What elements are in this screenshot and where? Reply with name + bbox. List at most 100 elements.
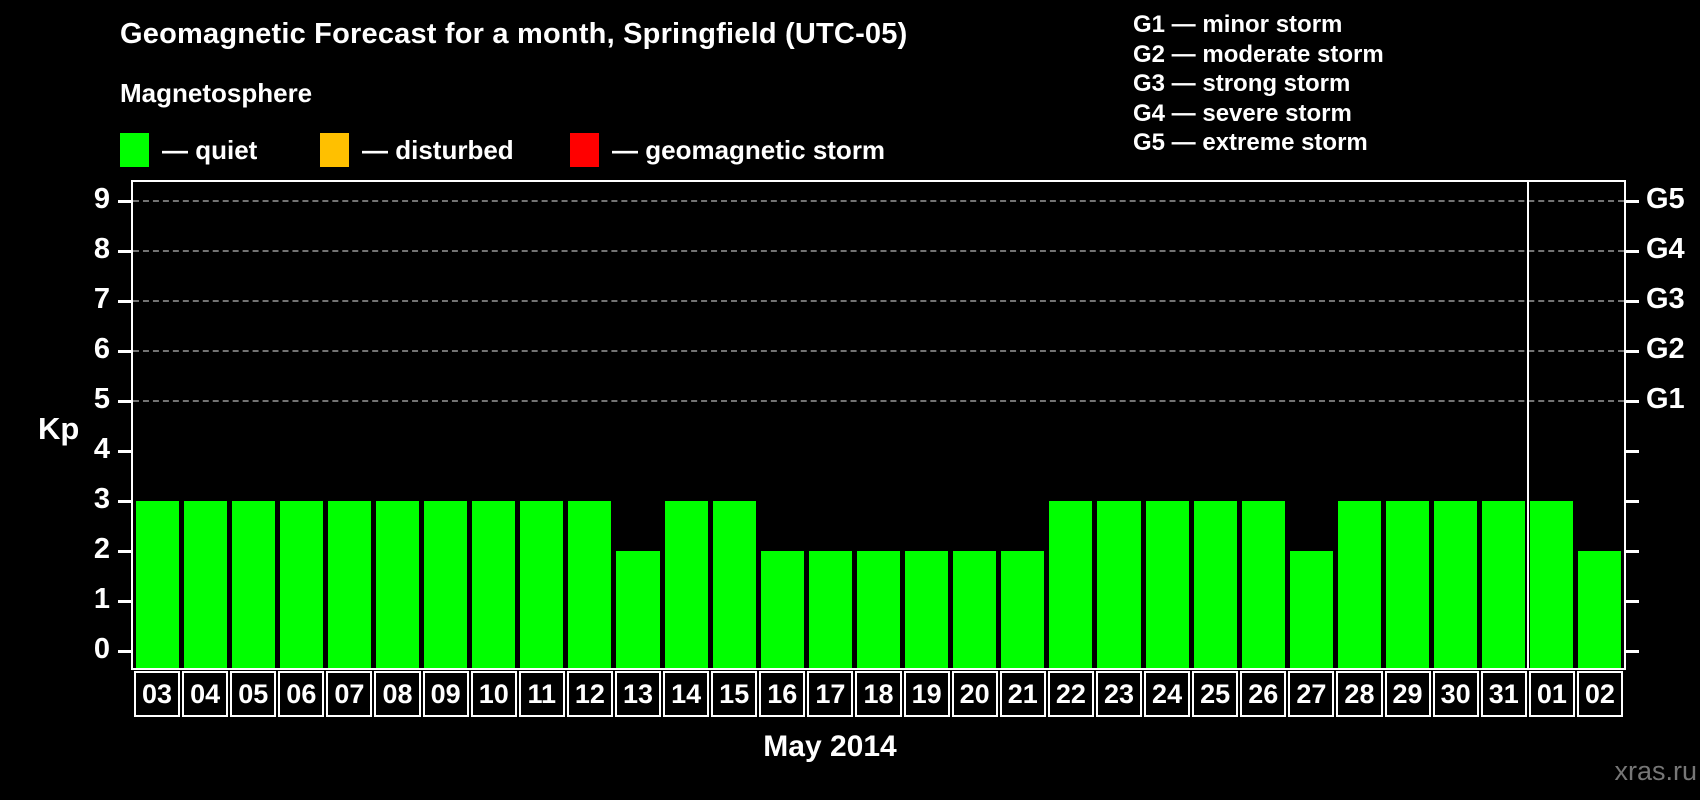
bar-day-13 [616,551,660,668]
g-axis-label-G5: G5 [1646,183,1685,215]
day-label-04: 04 [182,671,229,717]
day-label-11: 11 [518,671,565,717]
bar-day-17 [808,551,852,668]
bar-day-31 [1482,501,1526,668]
day-label-21: 21 [999,671,1046,717]
g-axis-label-G4: G4 [1646,233,1685,265]
bar-day-29 [1386,501,1430,668]
bar-day-12 [568,501,612,668]
y-tick-right-9 [1626,199,1639,203]
g-legend-item-2: G2 — moderate storm [1133,40,1384,68]
bar-day-28 [1337,501,1381,668]
day-label-19: 19 [903,671,950,717]
y-tick-left-2 [118,549,131,553]
bar-day-07 [327,501,371,668]
y-tick-label-4: 4 [93,433,110,465]
day-label-01: 01 [1528,671,1575,717]
day-label-13: 13 [614,671,662,717]
day-label-22: 22 [1047,671,1094,717]
day-label-16: 16 [759,671,806,717]
bar-day-19 [905,551,949,668]
bar-day-21 [1001,551,1045,668]
g-legend-item-5: G5 — extreme storm [1133,129,1368,156]
bar-day-14 [664,501,708,668]
day-label-09: 09 [422,671,469,717]
gridline-kp5 [133,400,1624,402]
bar-day-16 [760,551,804,668]
day-label-07: 07 [326,671,373,717]
gridline-kp9 [133,200,1624,202]
y-tick-left-1 [118,599,131,603]
storm-color-swatch-icon [570,133,599,167]
page-title: Geomagnetic Forecast for a month, Spring… [120,18,908,50]
g-legend-item-3: G3 — strong storm [1133,70,1351,97]
y-tick-right-0 [1626,649,1639,653]
y-tick-left-7 [118,299,131,303]
y-tick-left-3 [118,499,131,503]
day-label-14: 14 [663,671,710,717]
y-tick-left-6 [118,349,131,353]
y-tick-left-5 [118,399,131,403]
y-tick-label-9: 9 [93,183,110,215]
legend-item-disturbed: — disturbed [320,130,514,170]
g-axis-label-G2: G2 [1646,333,1685,365]
g-axis-label-G3: G3 [1646,283,1685,315]
y-tick-label-7: 7 [93,283,110,315]
day-label-24: 24 [1144,671,1191,717]
day-label-10: 10 [470,671,517,717]
magnetosphere-legend-title: Magnetosphere [120,78,313,108]
y-tick-label-5: 5 [93,383,110,415]
y-tick-label-2: 2 [93,533,110,565]
day-label-28: 28 [1336,671,1383,717]
g-legend-item-1: G1 — minor storm [1133,11,1343,38]
y-tick-label-3: 3 [93,483,110,515]
bar-day-06 [279,501,323,668]
bar-day-08 [375,501,420,668]
bar-day-15 [712,501,756,668]
g-legend-item-4: G4 — severe storm [1133,99,1352,127]
watermark: xras.ru [1614,756,1697,786]
day-label-03: 03 [134,671,181,717]
y-tick-right-4 [1626,449,1639,453]
disturbed-color-swatch-icon [320,133,349,167]
bar-day-23 [1097,501,1141,668]
day-label-25: 25 [1192,671,1239,717]
day-label-06: 06 [278,671,325,717]
legend-item-quiet: — quiet [120,130,257,170]
bar-day-01 [1530,501,1574,668]
gridline-kp7 [133,300,1624,302]
y-tick-right-5 [1626,399,1639,403]
y-tick-right-3 [1626,499,1639,503]
y-tick-label-0: 0 [93,633,110,665]
day-label-05: 05 [230,671,277,717]
y-tick-label-6: 6 [93,333,110,365]
bar-day-24 [1145,501,1189,668]
bar-day-03 [135,501,179,668]
bar-day-30 [1434,501,1478,668]
g-scale-legend: G1 — minor storm G2 — moderate storm G3 — … [1133,10,1384,158]
y-tick-right-6 [1626,349,1639,353]
y-tick-left-0 [118,649,131,653]
y-tick-left-4 [118,449,131,453]
y-tick-right-2 [1626,549,1639,553]
gridline-kp8 [133,250,1624,252]
legend-label-storm: — geomagnetic storm [612,134,886,165]
y-tick-right-8 [1626,249,1639,253]
bar-day-02 [1578,551,1622,668]
bar-day-11 [520,501,564,668]
bar-day-20 [953,551,997,668]
y-tick-label-8: 8 [93,233,110,265]
quiet-color-swatch-icon [120,133,149,167]
bar-day-04 [183,501,227,668]
bar-day-27 [1289,551,1333,668]
day-label-02: 02 [1576,671,1623,717]
bar-day-09 [424,501,468,668]
legend-label-disturbed: — disturbed [362,134,514,165]
day-label-23: 23 [1095,671,1143,717]
x-axis-title: May 2014 [763,730,897,763]
bar-day-25 [1193,501,1237,668]
day-label-26: 26 [1240,671,1287,717]
day-label-20: 20 [951,671,998,717]
bar-day-10 [472,501,516,668]
